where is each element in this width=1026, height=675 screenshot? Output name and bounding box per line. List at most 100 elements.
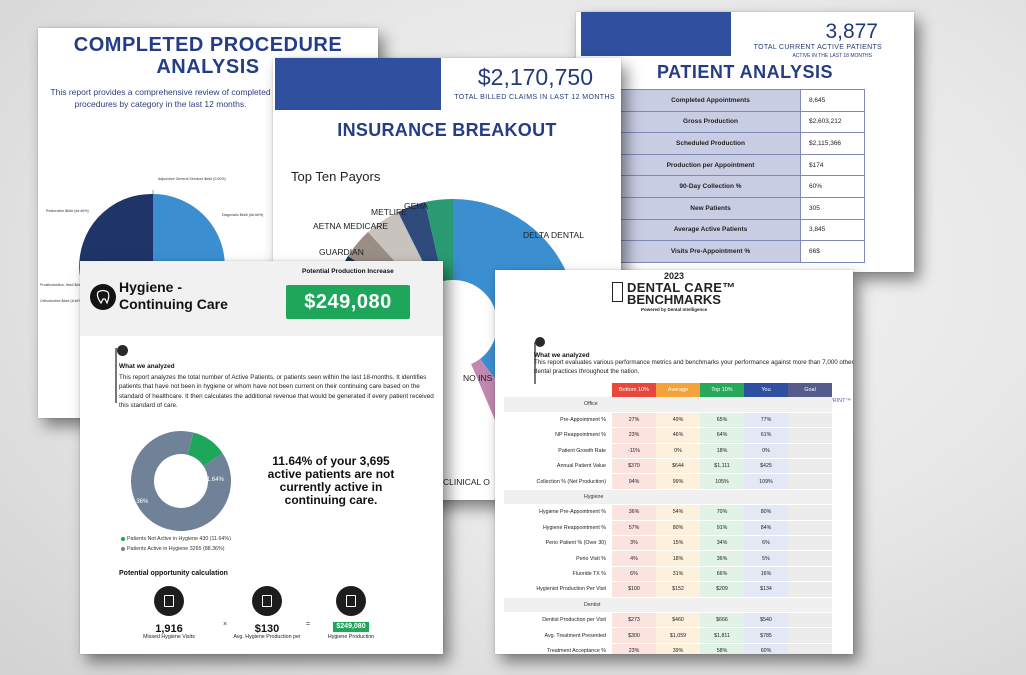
- metric-name: Pre-Appointment %: [504, 412, 612, 429]
- metric-cell: 46%: [656, 427, 700, 444]
- metric-cell: 34%: [700, 535, 744, 552]
- legend-item-active: Patients Active in Hygiene 3265 (88.36%): [121, 546, 224, 552]
- donut-slice-active: [131, 431, 231, 531]
- payor-label-aetna-medicare: AETNA MEDICARE: [313, 221, 388, 231]
- metric-label: Average Active Patients: [620, 218, 801, 242]
- metric-cell: $300: [612, 627, 656, 644]
- avg-production-caption: Avg. Hygiene Production per: [233, 634, 301, 640]
- metric-cell: $666: [700, 612, 744, 629]
- report-title: COMPLETED PROCEDURE ANALYSIS: [38, 34, 378, 78]
- table-row: Patient Growth Rate -11% 0% 18% 0%: [504, 443, 832, 460]
- pie-label-diagnostic: Diagnostic $### (##.##%): [222, 213, 263, 217]
- table-row: Collection % (Net Production) 94% 99% 105% 1…: [504, 473, 832, 490]
- metric-cell: 65%: [700, 412, 744, 429]
- benchmarks-table: Bottom 10% Average Top 10% You Goal Office Pr…: [504, 383, 832, 654]
- missed-visits-value: 1,916: [155, 623, 183, 635]
- metric-cell: 0%: [656, 443, 700, 460]
- metric-cell: $785: [744, 627, 788, 644]
- metric-label: Completed Appointments: [620, 89, 801, 112]
- metric-label: Production per Appointment: [620, 153, 801, 177]
- metric-cell: $273: [612, 612, 656, 629]
- metric-cell: 16%: [744, 566, 788, 583]
- metric-name: Treatment Acceptance %: [504, 643, 612, 654]
- metric-row: Average Active Patients 3,845: [620, 218, 865, 242]
- table-row: Annual Patient Value $370 $644 $1,111 $425: [504, 458, 832, 475]
- section-row: Dentist: [504, 597, 832, 613]
- metric-cell: [788, 535, 832, 552]
- metric-name: Perio Visit %: [504, 550, 612, 567]
- logo-line-1: DENTAL CARE™: [627, 280, 736, 295]
- metric-cell: 4%: [612, 550, 656, 567]
- opportunity-heading: Potential opportunity calculation: [119, 570, 228, 577]
- metric-cell: $370: [612, 458, 656, 475]
- payor-label-no-ins: NO INS: [463, 373, 493, 383]
- active-patients-label: TOTAL CURRENT ACTIVE PATIENTS: [753, 44, 882, 51]
- report-year: 2023: [663, 271, 685, 281]
- metric-cell: 70%: [700, 504, 744, 521]
- title-line-1: COMPLETED PROCEDURE: [73, 34, 343, 56]
- calendar-icon: [154, 586, 184, 616]
- metric-value: $2,115,366: [800, 132, 865, 155]
- metric-label: Visits Pre-Appointment %: [620, 240, 801, 263]
- title-line-2: Continuing Care: [119, 296, 228, 312]
- payor-label-delta-dental: DELTA DENTAL: [523, 230, 584, 240]
- metric-cell: [788, 627, 832, 644]
- metric-cell: $1,811: [700, 627, 744, 644]
- section-divider: [115, 348, 117, 403]
- legend-swatch: [121, 546, 125, 551]
- metric-cell: $1,111: [700, 458, 744, 475]
- table-row: Fluoride TX % 6% 31% 66% 16%: [504, 566, 832, 583]
- metric-label: New Patients: [620, 196, 801, 220]
- metric-cell: $209: [700, 581, 744, 598]
- metric-cell: 49%: [656, 412, 700, 429]
- header-color-bar: [275, 58, 441, 110]
- table-row: Perio Patient % (Over 30) 3% 15% 34% 6%: [504, 535, 832, 552]
- metric-row: Visits Pre-Appointment % 66$: [620, 240, 865, 263]
- patient-metrics-table: Completed Appointments 8,645 Gross Product…: [620, 89, 865, 263]
- table-row: Treatment Acceptance % 23% 39% 58% 60%: [504, 643, 832, 654]
- section-divider: [534, 342, 536, 384]
- metric-value: 305: [800, 196, 865, 220]
- info-dot-icon: [117, 345, 128, 356]
- metric-cell: 61%: [744, 427, 788, 444]
- metric-cell: $540: [744, 612, 788, 629]
- inactive-statement: 11.64% of your 3,695 active patients are…: [267, 454, 395, 507]
- metric-cell: [788, 458, 832, 475]
- metric-name: Dentist Production per Visit: [504, 612, 612, 629]
- metric-cell: [788, 412, 832, 429]
- hygiene-donut-chart: 11.64% 88.36%: [128, 431, 231, 531]
- ppi-value: $249,080: [286, 285, 410, 319]
- logo-tagline: Powered by Dental Intelligence: [641, 307, 708, 312]
- metric-cell: 54%: [656, 504, 700, 521]
- metric-row: Gross Production $2,603,212: [620, 110, 865, 134]
- metric-cell: 36%: [700, 550, 744, 567]
- pie-label-prosthodontics: Prosthodontics, fixed $### (#.##%): [40, 283, 96, 287]
- metric-cell: [788, 504, 832, 521]
- metric-value: $2,603,212: [800, 110, 865, 134]
- metric-name: Collection % (Net Production): [504, 473, 612, 490]
- metric-cell: $644: [656, 458, 700, 475]
- active-patients-sublabel: ACTIVE IN THE LAST 18 MONTHS: [792, 53, 872, 59]
- metric-cell: 64%: [700, 427, 744, 444]
- metric-cell: $152: [656, 581, 700, 598]
- dental-care-benchmarks-report: 2023 DENTAL CARE™ BENCHMARKS Powered by …: [495, 270, 853, 654]
- metric-name: Annual Patient Value: [504, 458, 612, 475]
- title-line-1: Hygiene -: [119, 279, 183, 295]
- metric-cell: 31%: [656, 566, 700, 583]
- metric-cell: $1,059: [656, 627, 700, 644]
- metric-cell: 66%: [700, 566, 744, 583]
- report-title: Hygiene - Continuing Care: [119, 279, 228, 313]
- metric-cell: [788, 566, 832, 583]
- multiply-operator: ×: [223, 621, 228, 628]
- equals-operator: =: [306, 621, 311, 628]
- metric-name: Hygienist Production Per Visit: [504, 581, 612, 598]
- info-dot-icon: [535, 337, 545, 347]
- section-row: Hygiene: [504, 489, 832, 506]
- metric-cell: 84%: [744, 520, 788, 537]
- metric-cell: 99%: [656, 473, 700, 490]
- section-label: Dentist: [504, 597, 832, 613]
- column-header: Bottom 10%: [612, 383, 656, 397]
- metric-cell: [788, 550, 832, 567]
- table-row: Hygiene Reappointment % 57% 80% 91% 84%: [504, 520, 832, 537]
- metric-cell: $134: [744, 581, 788, 598]
